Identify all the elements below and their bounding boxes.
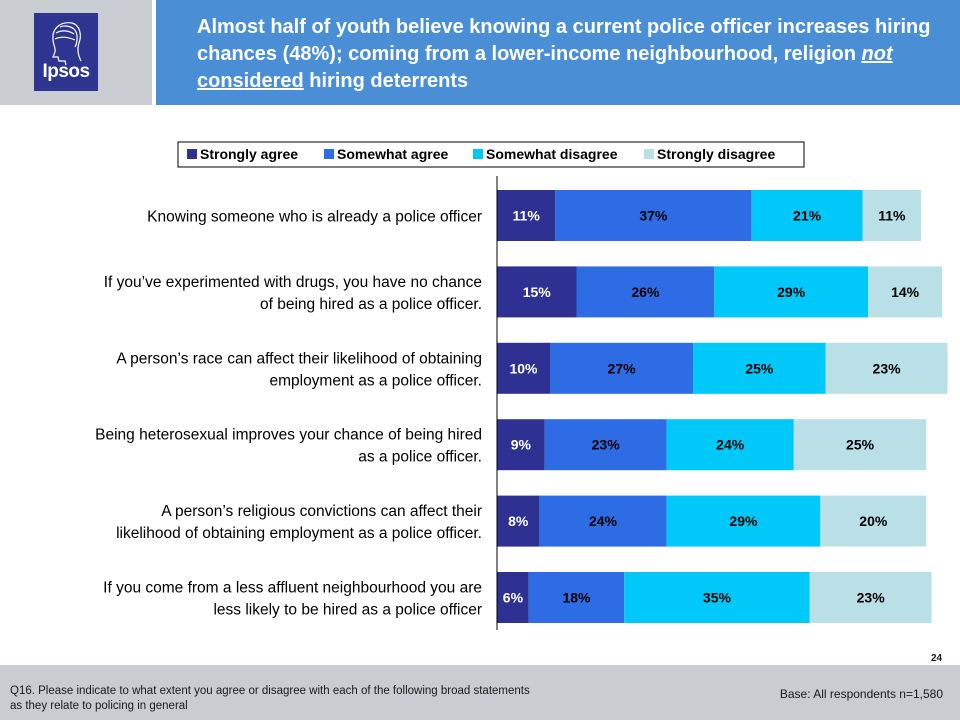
legend-swatch <box>473 149 483 159</box>
question-text: Q16. Please indicate to what extent you … <box>10 685 530 712</box>
category-label: A person’s race can affect their likelih… <box>116 350 482 367</box>
page-number: 24 <box>931 653 943 664</box>
data-label: 10% <box>509 360 538 376</box>
data-label: 25% <box>846 437 875 453</box>
legend-swatch <box>324 149 334 159</box>
bar-segment <box>497 419 545 471</box>
logo-divider <box>152 0 156 105</box>
category-label: less likely to be hired as a police offi… <box>213 602 482 619</box>
legend-swatch <box>644 149 654 159</box>
page-title: Almost half of youth believe knowing a c… <box>197 14 937 95</box>
data-label: 23% <box>873 360 902 376</box>
legend-box <box>177 141 805 168</box>
title-part-1: Almost half of youth believe knowing a c… <box>197 16 931 65</box>
data-label: 24% <box>716 437 745 453</box>
category-label: If you’ve experimented with drugs, you h… <box>104 274 482 291</box>
legend-label: Strongly agree <box>200 146 298 162</box>
category-label: of being hired as a police officer. <box>260 296 482 313</box>
data-label: 29% <box>777 284 806 300</box>
data-label: 24% <box>589 513 618 529</box>
legend-swatch <box>187 149 197 159</box>
title-considered: considered <box>197 70 304 92</box>
data-label: 23% <box>857 590 886 606</box>
legend-label: Strongly disagree <box>657 146 775 162</box>
category-label: Being heterosexual improves your chance … <box>95 427 482 444</box>
legend-label: Somewhat agree <box>337 146 448 162</box>
bar-segment <box>544 419 667 471</box>
bar-segment <box>862 190 921 241</box>
bar-segment <box>497 266 577 318</box>
bar-segment <box>666 419 794 471</box>
bar-segment <box>555 190 752 241</box>
ipsos-logo: Ipsos <box>34 13 98 91</box>
data-label: 11% <box>513 208 541 224</box>
data-label: 8% <box>508 513 529 529</box>
bar-segment <box>497 572 529 623</box>
logo-panel: Ipsos <box>0 0 152 105</box>
data-label: 21% <box>793 208 822 224</box>
title-part-2: hiring deterrents <box>303 70 469 92</box>
bar-segment <box>868 266 943 318</box>
bar-segment <box>809 572 932 623</box>
profile-head-icon <box>52 22 82 66</box>
bar-segment <box>497 495 540 547</box>
footer: Q16. Please indicate to what extent you … <box>0 665 960 720</box>
logo-text: Ipsos <box>42 61 90 82</box>
category-label: A person’s religious convictions can aff… <box>161 503 482 520</box>
bar-segment <box>576 266 715 318</box>
bar-segment <box>751 190 863 241</box>
data-label: 27% <box>608 360 637 376</box>
data-label: 20% <box>859 513 888 529</box>
data-label: 9% <box>511 437 532 453</box>
bar-segment <box>793 419 927 471</box>
data-label: 14% <box>891 284 920 300</box>
data-label: 25% <box>745 360 774 376</box>
bar-segment <box>820 495 927 547</box>
bar-segment <box>528 572 625 623</box>
bar-segment <box>539 495 667 547</box>
stacked-bar-chart: Strongly agree Somewhat agree Somewhat dis… <box>95 141 948 630</box>
bar-segment <box>550 342 694 394</box>
bar-segment <box>624 572 810 623</box>
bar-segment <box>497 190 556 241</box>
bar-segment <box>714 266 868 318</box>
category-label: as a police officer. <box>358 449 482 466</box>
category-label: If you come from a less affluent neighbo… <box>103 580 482 597</box>
category-label: Knowing someone who is already a police … <box>147 209 482 226</box>
data-label: 35% <box>703 590 732 606</box>
base-text: Base: All respondents n=1,580 <box>779 687 943 701</box>
title-not: not <box>861 43 893 65</box>
data-label: 11% <box>878 208 906 224</box>
data-label: 15% <box>523 284 552 300</box>
bar-segment <box>693 342 826 394</box>
bar-segment <box>666 495 821 547</box>
bar-segment <box>825 342 948 394</box>
data-label: 18% <box>562 590 591 606</box>
data-label: 6% <box>503 590 524 606</box>
legend-label: Somewhat disagree <box>486 146 618 162</box>
header-band <box>0 0 960 105</box>
bar-segment <box>497 342 550 394</box>
data-label: 29% <box>729 513 758 529</box>
category-label: employment as a police officer. <box>269 372 482 389</box>
data-label: 37% <box>639 208 668 224</box>
data-label: 26% <box>631 284 660 300</box>
category-label: likelihood of obtaining employment as a … <box>116 525 482 542</box>
data-label: 23% <box>592 437 621 453</box>
